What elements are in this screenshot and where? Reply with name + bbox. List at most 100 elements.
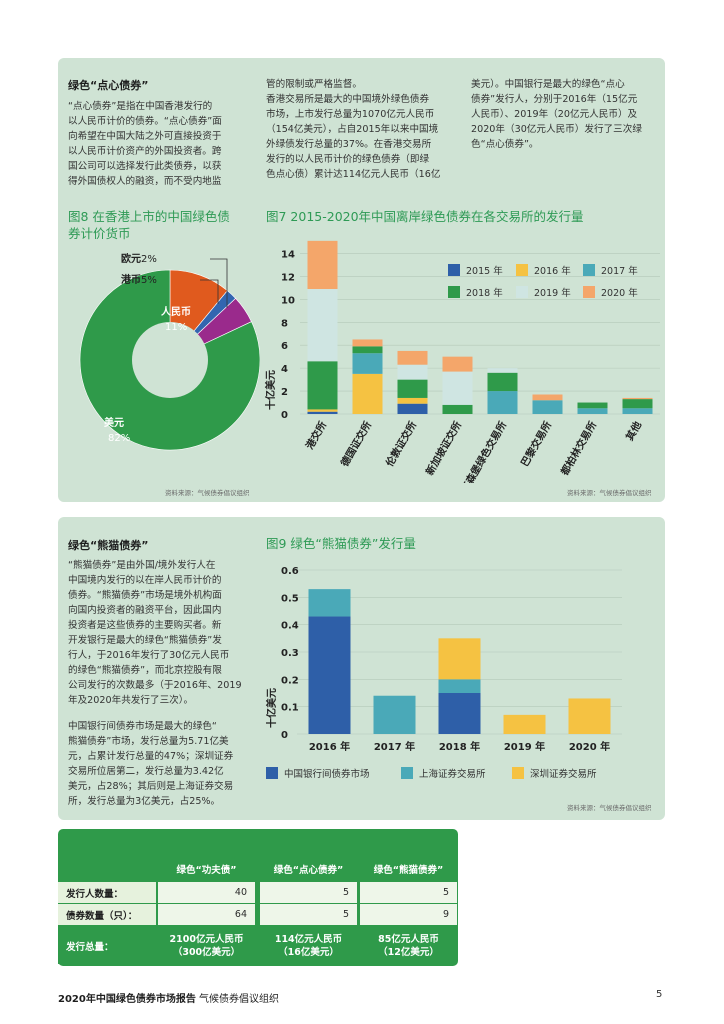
- table-total-cell: 85亿元人民币 （12亿美元）: [360, 927, 457, 964]
- fig9-stacked-bar-chart: 0 0.1 0.2 0.3 0.4 0.5 0.6 2016 年 2017 年 2018 年 20…: [265, 566, 622, 753]
- table-row-label: 债券数量（只）：: [58, 904, 156, 925]
- table-total-sub: （12亿美元）: [378, 946, 439, 958]
- fig7-stacked-bar-chart: 0 2 4 6 8 10 12 14 港交所 德国证交所 伦敦证交所 新加坡证交所卢森堡绿色交易所巴…: [264, 240, 660, 483]
- bar-segment: [438, 679, 481, 693]
- fig9-y-axis-label: 十亿美元: [265, 688, 278, 728]
- legend-swatch: [516, 286, 528, 298]
- bar-segment: [307, 240, 338, 290]
- dimsum-text-col3: 美元）。中国银行是最大的绿色“点心 债券”发行人，分别于2016年（15亿元 人…: [471, 79, 642, 150]
- y-tick-label: 4: [281, 364, 288, 375]
- legend-label: 2016 年: [534, 266, 571, 277]
- pie-label-name-2: 港币: [121, 273, 141, 286]
- legend-item: 2016 年: [516, 263, 571, 277]
- fig7-y-axis-label: 十亿美元: [264, 370, 277, 410]
- bar-segment: [308, 616, 351, 734]
- leader-line-eur: [210, 258, 228, 308]
- bar-segment: [503, 714, 546, 734]
- bar-segment: [622, 408, 653, 414]
- bar-segment: [307, 409, 338, 412]
- table-cell: 5: [260, 904, 357, 925]
- legend-swatch: [448, 286, 460, 298]
- table-header-cell: 绿色“熊猫债券”: [373, 865, 444, 876]
- fig7-source: 资料来源：气候债券倡议组织: [567, 489, 652, 497]
- table-total-sub: （300亿美元）: [172, 946, 241, 958]
- table-header-cell: 绿色“功夫债”: [176, 865, 237, 876]
- bar-segment: [397, 379, 428, 398]
- y-tick-label: 0.2: [281, 675, 299, 686]
- y-tick-label: 0.6: [281, 566, 299, 577]
- legend-label: 中国银行间债券市场: [284, 769, 370, 780]
- y-tick-label: 6: [281, 341, 288, 352]
- fig8-source: 资料来源：气候债券倡议组织: [165, 489, 250, 497]
- x-tick-label: 港交所: [303, 419, 329, 451]
- bar-segment: [397, 364, 428, 380]
- fig9-title: 图9 绿色“熊猫债券”发行量: [266, 536, 416, 551]
- y-tick-label: 10: [281, 295, 295, 306]
- panda-panel: [58, 517, 665, 820]
- legend-item: 中国银行间债券市场: [266, 766, 370, 780]
- legend-swatch: [448, 264, 460, 276]
- table-cell: 64: [158, 904, 255, 925]
- table-cell: 5: [260, 882, 357, 903]
- legend-swatch: [266, 767, 278, 779]
- bar-segment: [577, 402, 608, 409]
- x-tick-label: 德国证交所: [337, 419, 374, 470]
- dimsum-text-col2: 管的限制或严格监督。 香港交易所是最大的中国境外绿色债券 市场，上市发行总量为1…: [266, 79, 441, 180]
- y-tick-label: 0.1: [281, 703, 299, 714]
- table-cell: 5: [360, 882, 457, 903]
- panda-heading: 绿色“熊猫债券”: [68, 539, 149, 552]
- pie-pct-1: 2%: [141, 254, 157, 265]
- x-tick-label: 2017 年: [374, 740, 415, 753]
- x-tick-label: 巴黎交易所: [518, 419, 554, 469]
- y-tick-label: 12: [281, 272, 295, 283]
- x-tick-label: 卢森堡绿色交易所: [458, 419, 509, 483]
- table-total-main: 2100亿元人民币: [169, 933, 244, 945]
- dimsum-text-col1: “点心债券”是指在中国香港发行的 以人民币计价的债券。“点心债券”面 向希望在中…: [68, 101, 222, 187]
- pie-label-1: 欧元2%: [121, 252, 157, 265]
- legend-label: 上海证券交易所: [419, 769, 486, 780]
- table-cell: 9: [360, 904, 457, 925]
- x-tick-label: 2018 年: [439, 740, 480, 753]
- bar-segment: [487, 391, 518, 414]
- pie-pct-3: 82%: [108, 433, 130, 444]
- table-divider: [358, 858, 360, 964]
- bar-segment: [622, 399, 653, 409]
- legend-item: 深圳证券交易所: [512, 766, 597, 780]
- bar-segment: [397, 397, 428, 404]
- legend-item: 2017 年: [583, 263, 638, 277]
- x-tick-label: 2019 年: [504, 740, 545, 753]
- table-total-main: 114亿元人民币: [274, 933, 343, 945]
- dimsum-heading: 绿色“点心债券”: [68, 79, 149, 92]
- legend-swatch: [583, 264, 595, 276]
- legend-label: 2015 年: [466, 266, 503, 277]
- bar-segment: [397, 403, 428, 414]
- legend-swatch: [516, 264, 528, 276]
- table-total-main: 85亿元人民币: [378, 933, 439, 945]
- legend-item: 2018 年: [448, 285, 503, 299]
- x-tick-label: 其他: [623, 419, 644, 443]
- legend-label: 深圳证券交易所: [530, 769, 597, 780]
- bar-segment: [308, 589, 351, 617]
- panda-text-para2: 中国银行间债券市场是最大的绿色“ 熊猫债券”市场，发行总量为5.71亿美 元，占…: [68, 721, 234, 807]
- page-number: 5: [656, 989, 663, 1000]
- table-cell: 40: [158, 882, 255, 903]
- y-tick-label: 14: [281, 249, 295, 260]
- legend-label: 2019 年: [534, 288, 571, 299]
- legend-label: 2020 年: [601, 288, 638, 299]
- bar-segment: [438, 693, 481, 734]
- legend-item: 2019 年: [516, 285, 571, 299]
- bar-segment: [532, 400, 563, 414]
- pie-pct-0: 11%: [165, 322, 187, 333]
- x-tick-label: 2016 年: [309, 740, 350, 753]
- legend-label: 2018 年: [466, 288, 503, 299]
- bar-segment: [307, 411, 338, 414]
- bar-segment: [442, 371, 473, 405]
- x-tick-label: 2020 年: [569, 740, 610, 753]
- table-row-label: 发行人数量：: [58, 882, 156, 903]
- bar-segment: [352, 373, 383, 414]
- bar-segment: [352, 346, 383, 354]
- fig7-title: 图7 2015-2020年中国离岸绿色债券在各交易所的发行量: [266, 209, 584, 224]
- table-total-cell: 2100亿元人民币 （300亿美元）: [158, 927, 255, 964]
- x-tick-label: 都柏林交易所: [557, 419, 599, 478]
- pie-label-0: 人民币: [161, 305, 191, 318]
